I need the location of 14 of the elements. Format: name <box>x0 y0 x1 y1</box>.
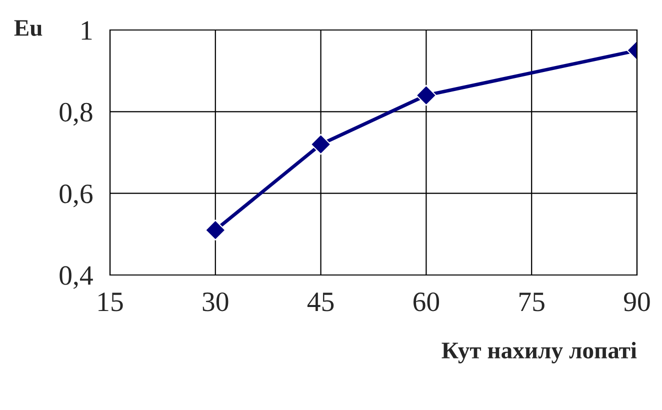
x-tick-label: 30 <box>202 292 228 312</box>
x-tick-label: 60 <box>414 292 440 312</box>
point <box>310 134 332 155</box>
point <box>205 220 226 240</box>
y-tick-label: 1 <box>82 21 92 40</box>
y-tick-label: 0,8 <box>60 102 92 126</box>
y-tick-label: 0,4 <box>60 266 93 289</box>
y-axis-title: Eu <box>14 20 42 36</box>
x-axis-title: Кут нахилу лопаті <box>442 342 637 364</box>
x-tick-label: 15 <box>98 292 123 312</box>
y-tick-label: 0,6 <box>60 184 93 208</box>
x-tick-label: 45 <box>307 292 334 312</box>
x-tick-label: 75 <box>520 292 544 312</box>
x-tick-label: 90 <box>624 292 650 312</box>
